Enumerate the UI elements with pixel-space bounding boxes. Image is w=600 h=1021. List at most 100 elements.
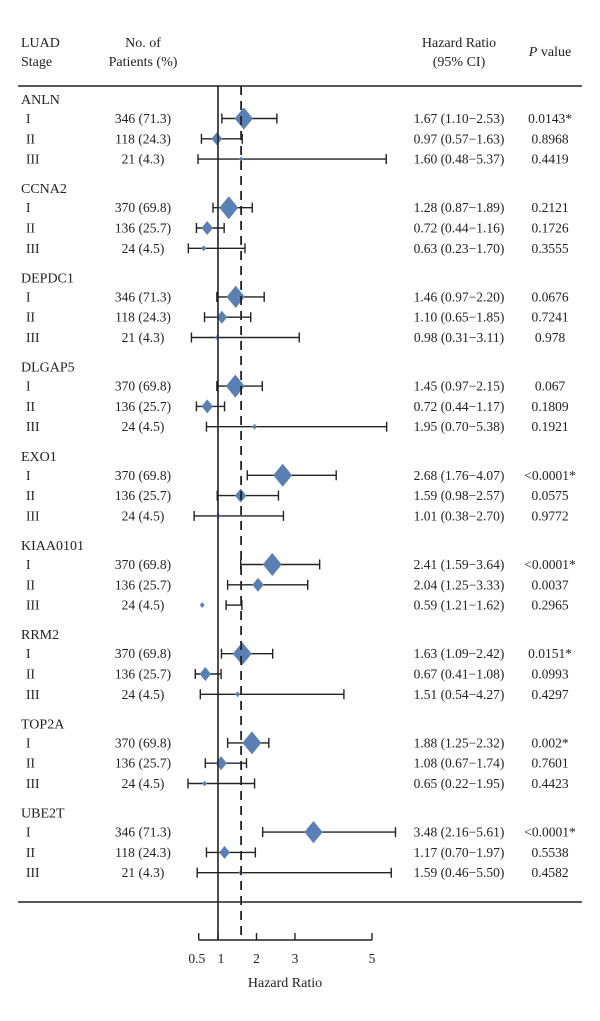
hr-ci-value: 1.51 (0.54−4.27) [414, 687, 505, 702]
stage-label: II [26, 756, 35, 771]
hr-ci-value: 0.59 (1.21−1.62) [414, 598, 505, 613]
p-value: 0.7241 [531, 310, 568, 325]
hr-point-marker [226, 285, 245, 309]
column-headers: LUAD Stage No. of Patients (%) Hazard Ra… [21, 36, 571, 70]
p-value: <0.0001* [524, 557, 576, 572]
group-label: CCNA2 [21, 182, 67, 197]
stage-label: I [26, 825, 31, 840]
stage-label: II [26, 221, 35, 236]
p-value: 0.7601 [531, 756, 568, 771]
patients-value: 370 (69.8) [115, 379, 171, 394]
hr-ci-value: 3.48 (2.16−5.61) [414, 825, 505, 840]
hr-point-marker [201, 245, 207, 252]
header-p-rest: value [537, 45, 571, 60]
x-tick-label: 0.5 [188, 951, 205, 966]
hr-point-marker [273, 463, 293, 487]
hr-ci-value: 0.65 (0.22−1.95) [414, 776, 505, 791]
patients-value: 136 (25.7) [115, 399, 171, 414]
patients-value: 21 (4.3) [122, 865, 165, 880]
patients-value: 24 (4.5) [122, 687, 165, 702]
hr-point-marker [262, 553, 282, 576]
patients-value: 370 (69.8) [115, 735, 171, 750]
hr-point-marker [235, 691, 241, 698]
header-ci: (95% CI) [433, 55, 486, 70]
stage-label: I [26, 468, 31, 483]
patients-value: 370 (69.8) [115, 646, 171, 661]
group-label: DLGAP5 [21, 361, 75, 376]
hr-ci-value: 1.10 (0.65−1.85) [414, 310, 505, 325]
x-tick-label: 5 [369, 951, 376, 966]
p-value: 0.0151* [528, 646, 572, 661]
p-value: 0.2121 [531, 200, 568, 215]
hr-ci-value: 1.17 (0.70−1.97) [414, 845, 505, 860]
p-value: 0.3555 [531, 241, 568, 256]
p-value: 0.1921 [531, 419, 568, 434]
p-value: 0.4297 [531, 687, 568, 702]
stage-label: III [26, 508, 40, 523]
hr-ci-value: 0.63 (0.23−1.70) [414, 241, 505, 256]
stage-label: I [26, 735, 31, 750]
group-label: EXO1 [21, 450, 57, 465]
stage-label: I [26, 379, 31, 394]
hr-point-marker [201, 399, 213, 414]
hr-ci-value: 0.67 (0.41−1.08) [414, 667, 505, 682]
hr-point-marker [216, 310, 228, 324]
hr-point-marker [252, 577, 264, 592]
hr-ci-value: 2.04 (1.25−3.33) [414, 577, 505, 592]
header-p-italic: P [528, 45, 538, 60]
stage-label: III [26, 330, 40, 345]
group-label: ANLN [21, 93, 60, 108]
p-value: 0.0676 [531, 289, 568, 304]
p-value: <0.0001* [524, 468, 576, 483]
hr-point-marker [202, 780, 207, 787]
hr-ci-value: 2.68 (1.76−4.07) [414, 468, 505, 483]
stage-label: II [26, 399, 35, 414]
p-value: 0.002* [531, 735, 568, 750]
hr-ci-value: 0.98 (0.31−3.11) [414, 330, 504, 345]
hr-point-marker [211, 132, 223, 146]
patients-value: 118 (24.3) [115, 131, 171, 146]
group-label: TOP2A [21, 717, 65, 732]
p-value: 0.4582 [531, 865, 568, 880]
p-value: 0.0575 [531, 488, 568, 503]
x-tick-label: 3 [292, 951, 299, 966]
p-value: 0.067 [535, 379, 566, 394]
p-value: 0.0993 [531, 667, 568, 682]
p-value: 0.4423 [531, 776, 568, 791]
patients-value: 370 (69.8) [115, 557, 171, 572]
hr-point-marker [304, 820, 323, 844]
patients-value: 136 (25.7) [115, 221, 171, 236]
stage-label: III [26, 152, 40, 167]
stage-label: III [26, 687, 40, 702]
hr-ci-value: 2.41 (1.59−3.64) [414, 557, 505, 572]
hr-point-marker [238, 156, 244, 162]
header-no-of: No. of [125, 36, 161, 51]
hr-ci-value: 1.88 (1.25−2.32) [414, 735, 505, 750]
p-value: 0.0143* [528, 111, 572, 126]
hr-ci-value: 1.01 (0.38−2.70) [414, 508, 505, 523]
hr-point-marker [225, 374, 245, 398]
patients-value: 24 (4.5) [122, 508, 165, 523]
patients-value: 136 (25.7) [115, 756, 171, 771]
stage-label: III [26, 865, 40, 880]
stage-label: III [26, 776, 40, 791]
hr-point-marker [252, 423, 257, 430]
patients-value: 118 (24.3) [115, 845, 171, 860]
patients-value: 24 (4.5) [122, 598, 165, 613]
x-axis-label: Hazard Ratio [248, 976, 322, 991]
header-hazard-ratio: Hazard Ratio [422, 36, 496, 51]
p-value: 0.5538 [531, 845, 568, 860]
hr-point-marker [215, 756, 227, 771]
hr-point-marker [234, 107, 253, 130]
stage-label: I [26, 646, 31, 661]
patients-value: 136 (25.7) [115, 667, 171, 682]
group-label: KIAA0101 [21, 539, 84, 554]
group-label: DEPDC1 [21, 271, 74, 286]
patients-value: 370 (69.8) [115, 200, 171, 215]
stage-label: III [26, 241, 40, 256]
p-value: 0.2965 [531, 598, 568, 613]
patients-value: 118 (24.3) [115, 310, 171, 325]
patients-value: 136 (25.7) [115, 488, 171, 503]
header-p-value: P value [528, 45, 571, 60]
